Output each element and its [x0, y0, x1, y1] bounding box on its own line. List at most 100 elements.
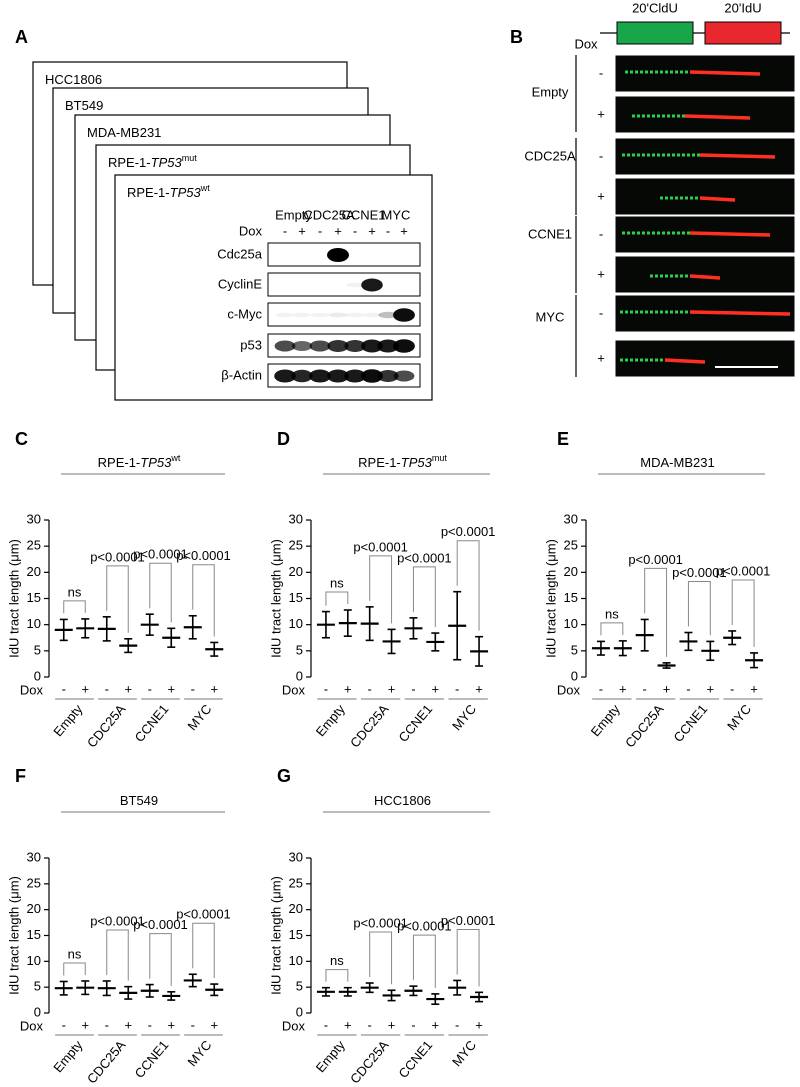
x-tick-label: +: [210, 1017, 218, 1032]
group-label: Empty: [50, 701, 85, 739]
x-tick-label: +: [344, 1017, 352, 1032]
text-part: RPE-1-: [127, 185, 170, 200]
blot-band: [361, 339, 383, 353]
y-tick-label: 20: [289, 901, 303, 916]
group-label: CCNE1: [132, 701, 172, 744]
significance-label: ns: [330, 575, 344, 590]
blot-band: [344, 340, 366, 352]
text-part: RPE-1-: [98, 455, 141, 470]
significance-label: ns: [330, 953, 344, 968]
blot-band: [275, 312, 295, 318]
x-axis-label: Dox: [282, 682, 306, 697]
y-tick-label: 20: [564, 564, 578, 579]
idu-track: [689, 231, 771, 237]
x-tick-label: -: [105, 681, 109, 696]
x-tick-label: +: [388, 1017, 396, 1032]
text-part: BT549: [65, 98, 103, 113]
panel-label: F: [15, 766, 26, 786]
blot-band: [361, 369, 383, 383]
dox-sign: -: [599, 226, 603, 241]
significance-bracket: [731, 579, 755, 647]
y-axis-label: IdU tract length (μm): [268, 876, 283, 995]
idu-track: [684, 114, 751, 120]
x-tick-label: -: [324, 1017, 328, 1032]
text-part: TP53: [151, 155, 183, 170]
blot-band: [291, 369, 313, 383]
blot-band: [327, 340, 349, 352]
significance-label: p<0.0001: [176, 548, 231, 563]
idu-track: [699, 153, 776, 159]
significance-label: ns: [68, 946, 82, 961]
dox-sign: +: [334, 223, 342, 238]
group-label: CDC25A: [347, 701, 392, 750]
blot-band: [274, 340, 296, 352]
x-tick-label: -: [686, 681, 690, 696]
x-tick-label: +: [167, 1017, 175, 1032]
significance-label: p<0.0001: [133, 917, 188, 932]
significance-label: p<0.0001: [176, 907, 231, 922]
dox-sign: +: [597, 188, 605, 203]
fiber-image: [614, 177, 796, 216]
y-tick-label: 30: [564, 511, 578, 526]
cell-line-name: HCC1806: [45, 72, 102, 87]
significance-label: p<0.0001: [133, 547, 188, 562]
dox-sign: -: [599, 305, 603, 320]
group-label: MYC: [184, 701, 214, 733]
blot-strip: [267, 302, 421, 327]
significance-bracket: [149, 933, 172, 986]
y-tick-label: 20: [27, 564, 41, 579]
y-tick-label: 5: [34, 979, 41, 994]
significance-bracket: [644, 567, 668, 657]
y-tick-label: 25: [289, 875, 303, 890]
panel-label: D: [277, 429, 290, 449]
y-tick-label: 0: [296, 668, 303, 683]
x-tick-label: -: [368, 681, 372, 696]
significance-bracket: [412, 934, 436, 988]
dox-sign: +: [400, 223, 408, 238]
blot-band: [327, 248, 349, 262]
y-tick-label: 30: [27, 511, 41, 526]
idu-track: [699, 196, 736, 202]
dox-label: Dox: [574, 36, 598, 51]
significance-bracket: [369, 555, 393, 624]
y-tick-label: 20: [27, 901, 41, 916]
y-tick-label: 25: [289, 538, 303, 553]
y-tick-label: 5: [296, 979, 303, 994]
significance-label: p<0.0001: [90, 913, 145, 928]
y-axis-label: IdU tract length (μm): [6, 876, 21, 995]
y-tick-label: 0: [34, 668, 41, 683]
x-tick-label: -: [368, 1017, 372, 1032]
blot-band: [292, 312, 312, 318]
cell-line-name: RPE-1-TP53mut: [108, 153, 197, 170]
blot-row-label: Cdc25a: [217, 246, 263, 261]
text-part: BT549: [120, 793, 158, 808]
group-label: CCNE1: [670, 701, 710, 744]
y-tick-label: 5: [34, 642, 41, 657]
y-tick-label: 5: [571, 642, 578, 657]
y-tick-label: 15: [564, 590, 578, 605]
significance-bracket: [325, 591, 349, 606]
blot-band: [362, 312, 382, 318]
blot-band: [378, 311, 398, 319]
blot-band: [345, 312, 365, 318]
blot-band: [344, 369, 366, 383]
text-part: HCC1806: [45, 72, 102, 87]
y-tick-label: 10: [27, 953, 41, 968]
y-axis-label: IdU tract length (μm): [6, 539, 21, 658]
x-axis-label: Dox: [557, 682, 581, 697]
text-part: wt: [200, 183, 210, 193]
text-part: mut: [182, 153, 198, 163]
y-tick-label: 25: [27, 538, 41, 553]
blot-band: [327, 369, 349, 383]
significance-bracket: [456, 540, 480, 631]
significance-bracket: [149, 562, 172, 623]
x-axis-label: Dox: [20, 1018, 44, 1033]
significance-bracket: [192, 564, 215, 637]
y-tick-label: 5: [296, 642, 303, 657]
blot-band: [393, 370, 415, 382]
group-label: MYC: [449, 1037, 479, 1069]
y-tick-label: 25: [27, 875, 41, 890]
idu-track: [689, 310, 791, 316]
blot-group: CCNE1: [341, 207, 385, 222]
x-tick-label: +: [432, 681, 440, 696]
